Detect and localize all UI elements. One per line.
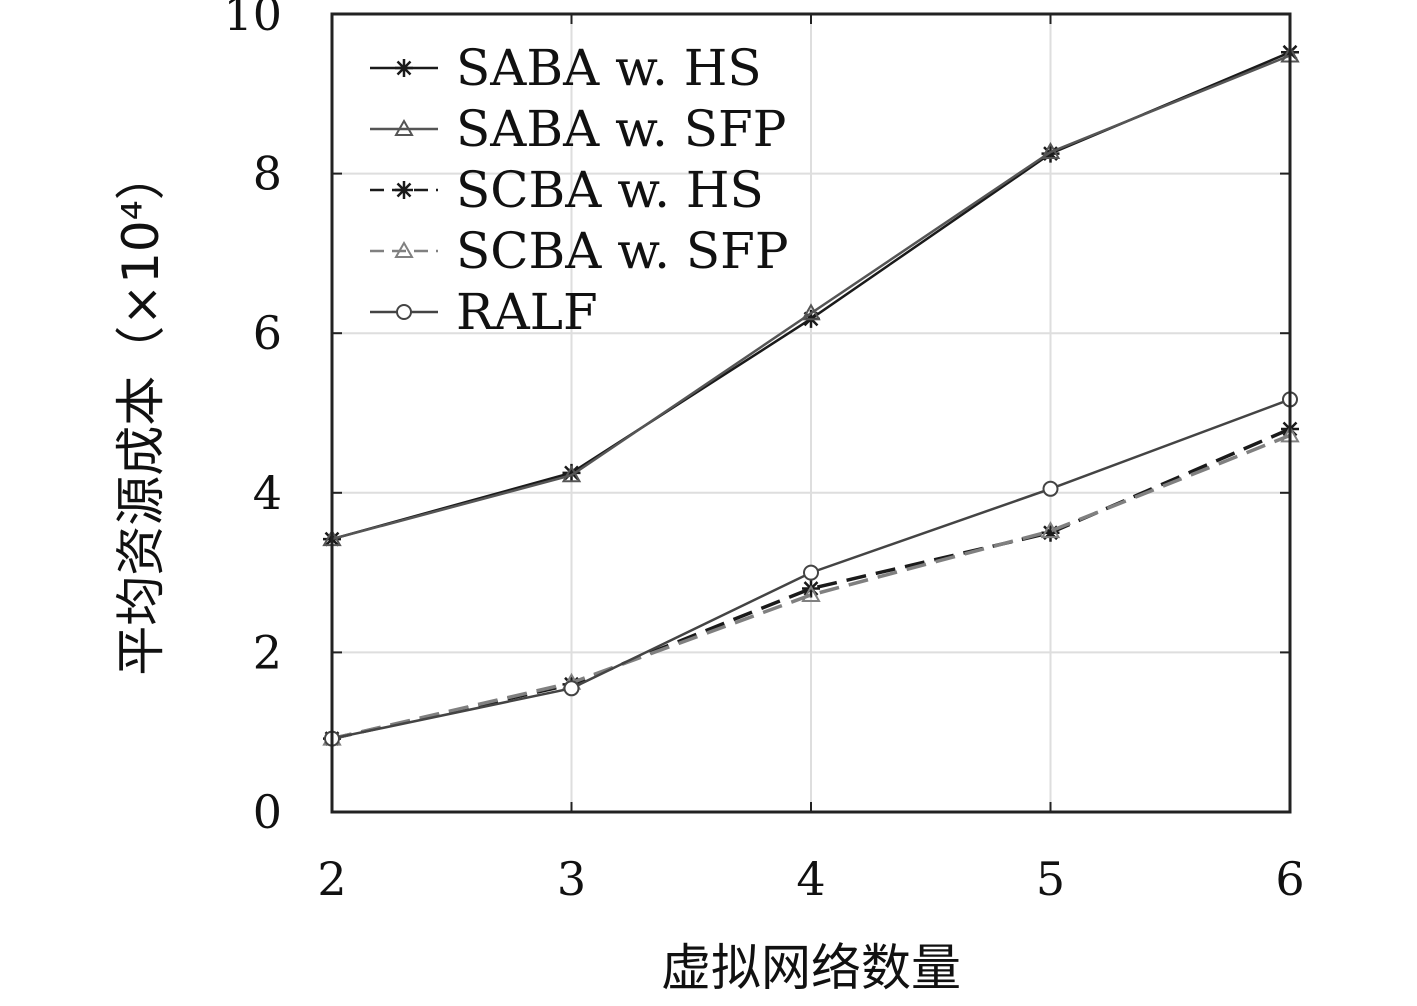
star-marker	[395, 59, 413, 77]
legend-item: SCBA w. SFP	[370, 222, 789, 280]
triangle-marker	[394, 118, 414, 136]
y-tick-label: 8	[253, 147, 282, 201]
series-group	[322, 43, 1300, 748]
x-tick-label: 4	[796, 852, 825, 906]
triangle-marker	[1040, 521, 1061, 539]
x-tick-label: 5	[1036, 852, 1065, 906]
x-tick-label: 3	[557, 852, 586, 906]
circle-marker	[563, 680, 580, 697]
x-tick-label: 6	[1275, 852, 1304, 906]
y-axis-ticks: 0 2 4 6 8 10	[223, 0, 1290, 839]
y-tick-label: 4	[253, 466, 282, 520]
series-line	[331, 54, 1291, 541]
legend-item: RALF	[370, 283, 598, 341]
star-marker	[1041, 144, 1060, 163]
triangle-marker	[394, 240, 414, 258]
y-tick-label: 6	[253, 306, 282, 360]
x-axis-ticks: 2 3 4 5 6	[317, 14, 1305, 906]
grid-lines	[332, 14, 1290, 812]
star-marker	[1041, 523, 1060, 542]
triangle-marker	[801, 584, 821, 602]
legend-label: SCBA w. HS	[456, 161, 764, 219]
star-marker	[395, 181, 413, 199]
legend-item: SABA w. HS	[370, 39, 762, 97]
triangle-marker	[561, 465, 582, 483]
series-line	[331, 433, 1291, 741]
circle-marker	[1042, 480, 1059, 497]
y-axis-label: 平均资源成本（×10⁴）	[112, 150, 170, 676]
legend-label: SABA w. SFP	[456, 100, 786, 158]
y-tick-label: 0	[253, 785, 282, 839]
legend-item: SCBA w. HS	[370, 161, 764, 219]
star-marker	[562, 463, 581, 482]
y-tick-label: 10	[223, 0, 282, 41]
triangle-marker	[801, 303, 821, 321]
legend-item: SABA w. SFP	[370, 100, 786, 158]
x-tick-label: 2	[317, 852, 346, 906]
y-tick-label: 2	[253, 625, 282, 679]
legend-label: SCBA w. SFP	[456, 222, 789, 280]
x-axis-label: 虚拟网络数量	[661, 939, 961, 997]
legend-label: SABA w. HS	[456, 39, 762, 97]
plot-frame	[330, 12, 1292, 814]
legend-label: RALF	[456, 283, 598, 341]
circle-marker	[803, 564, 819, 581]
circle-marker	[396, 304, 412, 320]
triangle-marker	[1040, 142, 1061, 160]
